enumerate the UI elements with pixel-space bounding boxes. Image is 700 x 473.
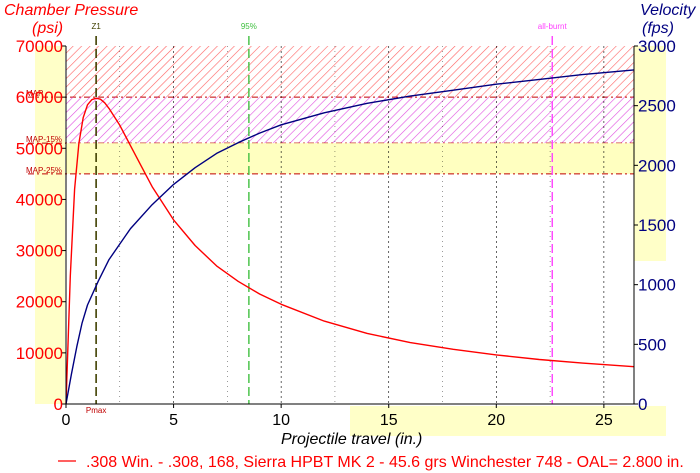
band-1 (66, 97, 634, 144)
left-axis-unit: (psi) (32, 20, 63, 37)
x-tick-label: 20 (487, 412, 505, 429)
left-tick-label: 60000 (16, 88, 63, 107)
x-tick-label: 0 (62, 412, 71, 429)
left-tick-label: 30000 (16, 242, 63, 261)
right-tick-label: 0 (638, 395, 647, 414)
band-label-0: MAP (26, 89, 43, 98)
right-tick-label: 2000 (638, 156, 676, 175)
right-tick-label: 2500 (638, 97, 676, 116)
series-pressure (65, 97, 635, 405)
right-axis-unit: (fps) (642, 20, 674, 37)
left-tick-label: 50000 (16, 139, 63, 158)
series-velocity (65, 69, 635, 405)
marker-label-1: 95% (241, 22, 257, 31)
bottom-axis-highlight (350, 406, 666, 436)
right-tick-label: 1000 (638, 276, 676, 295)
band-2 (66, 143, 634, 174)
right-tick-label: 1500 (638, 216, 676, 235)
right-axis-highlight (634, 46, 666, 261)
left-axis-title: Chamber Pressure (4, 2, 138, 19)
right-tick-label: 3000 (638, 37, 676, 56)
x-tick-label: 25 (595, 412, 613, 429)
left-tick-label: 40000 (16, 190, 63, 209)
x-tick-label: 15 (380, 412, 398, 429)
marker-label-pmax: Pmax (86, 406, 106, 415)
band-label-1: MAP-15% (26, 135, 62, 144)
x-tick-label: 10 (272, 412, 290, 429)
left-tick-label: 0 (54, 395, 63, 414)
left-tick-label: 10000 (16, 344, 63, 363)
marker-label-2: all-burnt (538, 22, 568, 31)
band-0 (66, 46, 634, 98)
right-axis-title: Velocity (640, 2, 696, 19)
left-tick-label: 70000 (16, 37, 63, 56)
x-axis-title: Projectile travel (in.) (281, 431, 422, 448)
legend-text: .308 Win. - .308, 168, Sierra HPBT MK 2 … (86, 454, 684, 471)
left-tick-label: 20000 (16, 293, 63, 312)
left-axis-highlight (35, 46, 65, 404)
x-tick-label: 5 (169, 412, 178, 429)
right-tick-label: 500 (638, 335, 666, 354)
marker-label-0: Z1 (91, 22, 101, 31)
band-label-2: MAP-25% (26, 166, 62, 175)
